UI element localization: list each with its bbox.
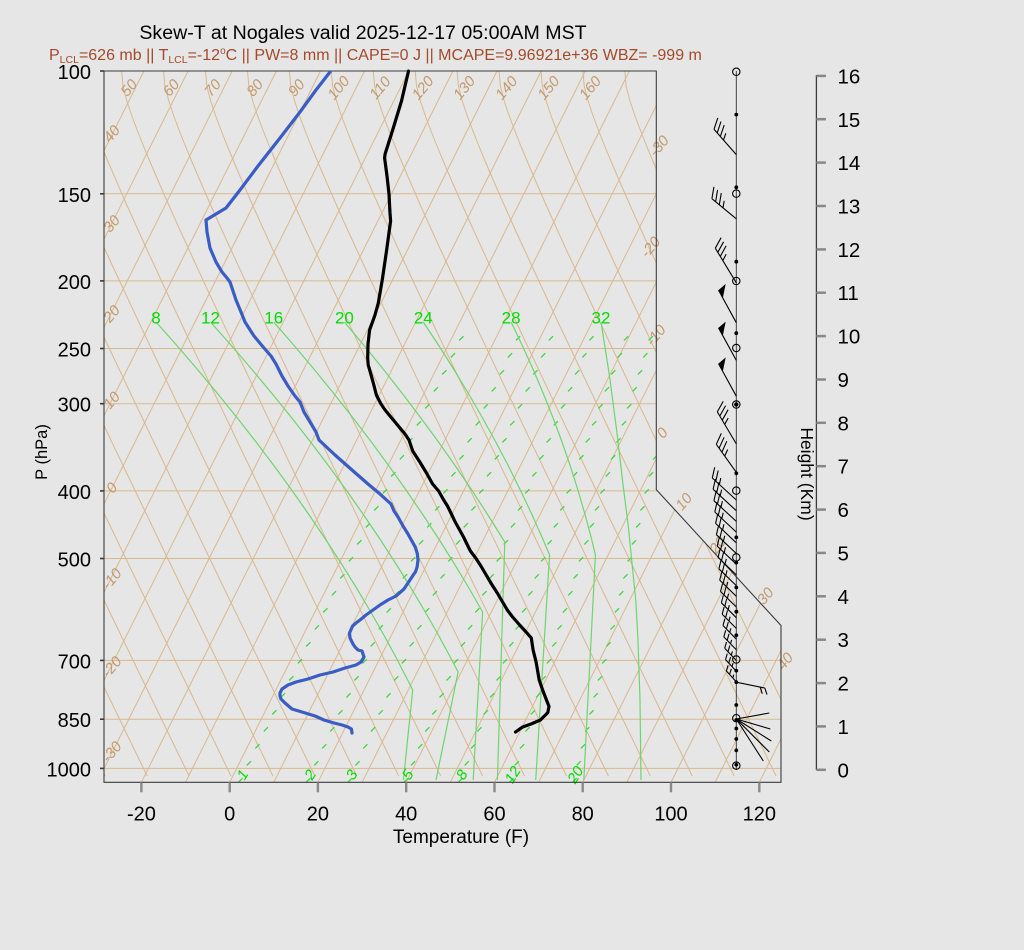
svg-text:16: 16 [264,309,283,328]
svg-text:11: 11 [838,282,859,305]
svg-text:24: 24 [414,309,433,328]
svg-text:P (hPa): P (hPa) [33,424,51,480]
svg-text:7: 7 [838,456,849,479]
svg-text:Temperature (F): Temperature (F) [393,827,529,848]
svg-text:8: 8 [838,412,849,435]
svg-text:-20: -20 [127,804,156,826]
svg-text:12: 12 [201,309,220,328]
svg-text:10: 10 [838,326,861,349]
svg-text:20: 20 [307,804,329,826]
svg-text:5: 5 [838,542,849,565]
svg-text:120: 120 [743,804,776,826]
svg-text:200: 200 [58,272,91,294]
svg-text:16: 16 [838,65,861,88]
svg-text:100: 100 [654,804,687,826]
svg-text:700: 700 [58,651,91,673]
svg-text:13: 13 [838,196,861,219]
svg-text:300: 300 [58,395,91,417]
svg-text:20: 20 [335,309,354,328]
svg-text:500: 500 [58,550,91,572]
svg-text:100: 100 [58,62,91,84]
svg-text:Skew-T at Nogales valid 2025-1: Skew-T at Nogales valid 2025-12-17 05:00… [139,22,586,44]
svg-text:400: 400 [58,482,91,504]
svg-text:1: 1 [838,716,849,739]
svg-text:0: 0 [224,804,235,826]
svg-text:1000: 1000 [47,759,92,781]
svg-text:6: 6 [838,499,849,522]
svg-text:PLCL=626 mb || TLCL=-12oC || P: PLCL=626 mb || TLCL=-12oC || PW=8 mm || … [49,46,702,66]
svg-text:150: 150 [58,185,91,207]
svg-text:250: 250 [58,340,91,362]
svg-text:40: 40 [395,804,417,826]
svg-text:60: 60 [483,804,505,826]
svg-text:2: 2 [838,673,849,696]
svg-text:32: 32 [592,309,611,328]
svg-text:9: 9 [838,369,849,392]
svg-text:Height (Km): Height (Km) [797,427,817,520]
svg-text:3: 3 [838,629,849,652]
svg-text:8: 8 [151,309,160,328]
svg-text:4: 4 [838,586,849,609]
svg-text:80: 80 [572,804,594,826]
svg-text:12: 12 [838,239,861,262]
svg-text:28: 28 [502,309,521,328]
svg-text:850: 850 [58,710,91,732]
svg-text:15: 15 [838,109,861,132]
svg-text:14: 14 [838,152,861,175]
svg-text:0: 0 [838,759,849,782]
